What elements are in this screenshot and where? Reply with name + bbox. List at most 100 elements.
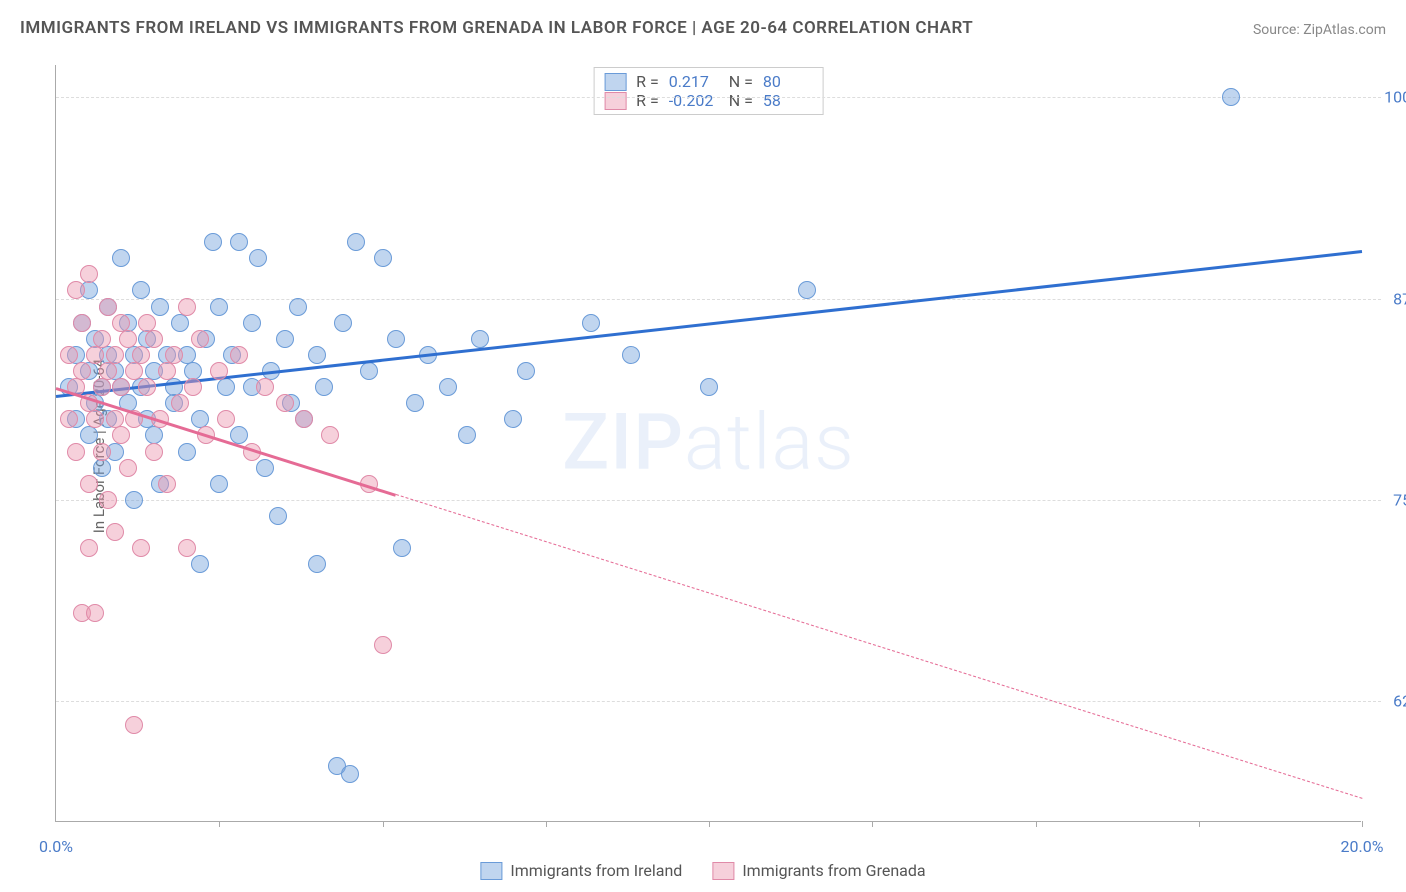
x-tick-mark — [383, 821, 384, 827]
x-tick-mark — [546, 821, 547, 827]
data-point — [471, 330, 489, 348]
data-point — [249, 249, 267, 267]
data-point — [93, 459, 111, 477]
data-point — [1222, 88, 1240, 106]
data-point — [798, 281, 816, 299]
chart-title: IMMIGRANTS FROM IRELAND VS IMMIGRANTS FR… — [20, 18, 973, 38]
data-point — [582, 314, 600, 332]
data-point — [80, 426, 98, 444]
legend-swatch — [604, 92, 626, 110]
data-point — [125, 491, 143, 509]
y-tick-label: 75.0% — [1376, 490, 1406, 509]
data-point — [171, 314, 189, 332]
data-point — [67, 281, 85, 299]
gridline-horizontal — [56, 97, 1381, 98]
legend-swatch — [604, 73, 626, 91]
data-point — [60, 346, 78, 364]
x-tick-label: 20.0% — [1341, 837, 1384, 856]
legend-swatch — [712, 862, 734, 880]
y-tick-label: 100.0% — [1376, 88, 1406, 107]
data-point — [230, 233, 248, 251]
data-point — [86, 410, 104, 428]
data-point — [230, 346, 248, 364]
data-point — [93, 443, 111, 461]
data-point — [256, 459, 274, 477]
data-point — [210, 298, 228, 316]
data-point — [308, 555, 326, 573]
data-point — [125, 716, 143, 734]
data-point — [106, 346, 124, 364]
legend-r-label: R = — [636, 91, 659, 110]
data-point — [93, 330, 111, 348]
data-point — [374, 636, 392, 654]
data-point — [393, 539, 411, 557]
data-point — [289, 298, 307, 316]
x-tick-mark — [219, 821, 220, 827]
data-point — [132, 539, 150, 557]
legend-stat-row: R =-0.202N =58 — [604, 91, 813, 110]
legend-stat-row: R =0.217N =80 — [604, 72, 813, 91]
data-point — [341, 765, 359, 783]
x-tick-mark — [1362, 821, 1363, 827]
data-point — [86, 346, 104, 364]
data-point — [243, 314, 261, 332]
data-point — [256, 378, 274, 396]
legend-series-item: Immigrants from Grenada — [712, 861, 925, 880]
data-point — [334, 314, 352, 332]
data-point — [360, 362, 378, 380]
data-point — [321, 426, 339, 444]
data-point — [315, 378, 333, 396]
watermark-light: atlas — [684, 398, 855, 489]
x-tick-label: 0.0% — [39, 837, 73, 856]
data-point — [387, 330, 405, 348]
data-point — [99, 362, 117, 380]
data-point — [276, 330, 294, 348]
legend-n-label: N = — [729, 91, 753, 110]
data-point — [178, 443, 196, 461]
data-point — [99, 298, 117, 316]
watermark: ZIPatlas — [562, 398, 855, 489]
watermark-bold: ZIP — [562, 398, 684, 489]
legend-n-label: N = — [729, 72, 753, 91]
data-point — [295, 410, 313, 428]
y-tick-label: 62.5% — [1376, 692, 1406, 711]
legend-stats: R =0.217N =80R =-0.202N =58 — [593, 67, 824, 115]
data-point — [184, 378, 202, 396]
data-point — [347, 233, 365, 251]
data-point — [145, 443, 163, 461]
data-point — [73, 314, 91, 332]
data-point — [112, 378, 130, 396]
data-point — [99, 491, 117, 509]
data-point — [171, 394, 189, 412]
data-point — [158, 362, 176, 380]
data-point — [119, 459, 137, 477]
data-point — [622, 346, 640, 364]
data-point — [132, 346, 150, 364]
x-tick-mark — [1036, 821, 1037, 827]
data-point — [106, 523, 124, 541]
y-tick-label: 87.5% — [1376, 289, 1406, 308]
data-point — [67, 443, 85, 461]
data-point — [458, 426, 476, 444]
data-point — [73, 362, 91, 380]
legend-n-value: 58 — [763, 91, 813, 110]
data-point — [165, 346, 183, 364]
data-point — [191, 330, 209, 348]
chart-source: Source: ZipAtlas.com — [1253, 22, 1386, 38]
data-point — [178, 539, 196, 557]
data-point — [145, 330, 163, 348]
data-point — [80, 539, 98, 557]
data-point — [217, 410, 235, 428]
legend-n-value: 80 — [763, 72, 813, 91]
legend-swatch — [480, 862, 502, 880]
correlation-chart: IMMIGRANTS FROM IRELAND VS IMMIGRANTS FR… — [0, 0, 1406, 892]
data-point — [517, 362, 535, 380]
data-point — [125, 362, 143, 380]
legend-series-label: Immigrants from Grenada — [742, 861, 925, 880]
x-tick-mark — [872, 821, 873, 827]
data-point — [132, 281, 150, 299]
legend-r-value: 0.217 — [669, 72, 719, 91]
data-point — [210, 475, 228, 493]
data-point — [276, 394, 294, 412]
gridline-horizontal — [56, 299, 1381, 300]
